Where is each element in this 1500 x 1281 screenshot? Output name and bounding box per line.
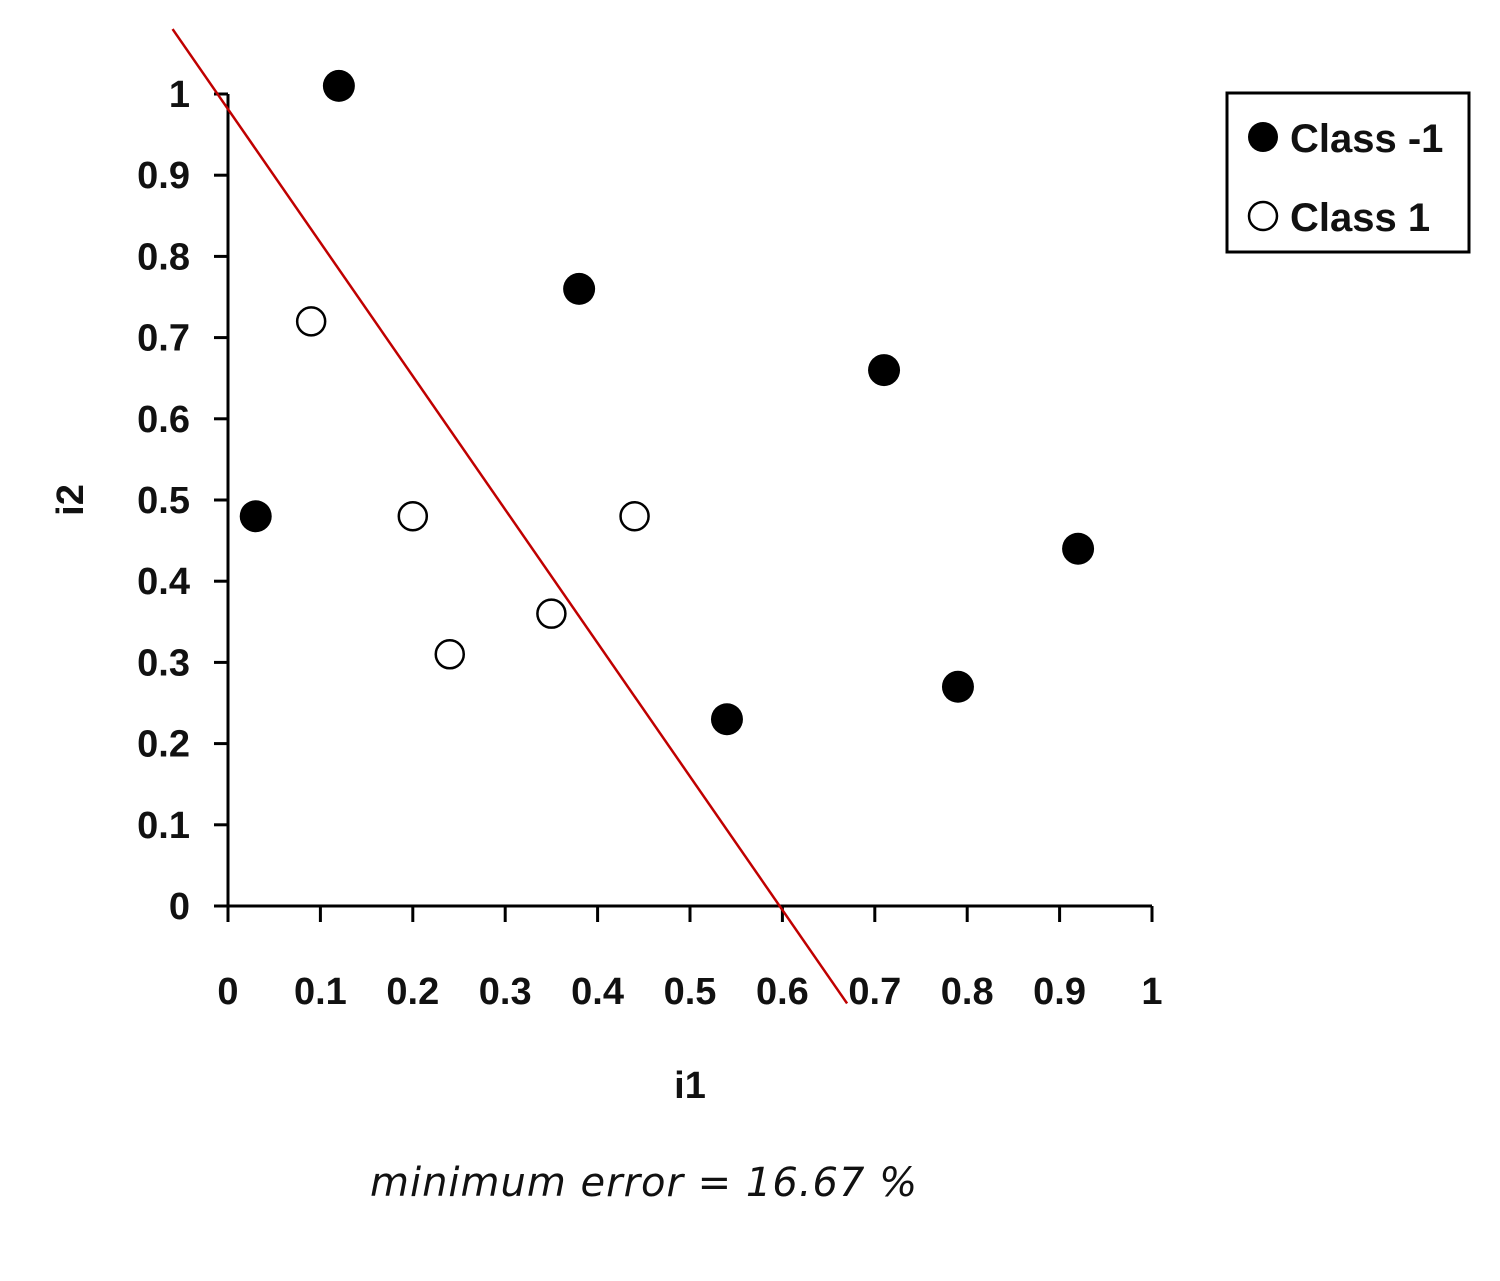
y-tick-label: 0.3 [137,642,190,684]
y-tick-label: 0.1 [137,805,190,847]
x-tick-label: 0.9 [1033,971,1086,1013]
x-tick-label: 0.1 [294,971,347,1013]
y-tick-label: 0.9 [137,155,190,197]
y-tick-label: 0.2 [137,724,190,766]
y-tick-label: 0.7 [137,318,190,360]
point-class-1 [536,598,567,629]
y-tick-label: 0.8 [137,236,190,278]
point-class-1 [295,306,327,337]
point-class-neg1 [710,703,743,736]
y-axis-title: i2 [50,484,92,516]
point-class-1 [434,639,466,670]
y-tick-label: 1 [169,74,190,116]
x-axis-title: i1 [674,1065,706,1107]
legend-label-class-1: Class 1 [1290,196,1430,240]
legend-label-class-neg1: Class -1 [1290,117,1443,161]
x-tick-label: 0.4 [571,971,624,1013]
plot-area: 0 0.1 0.2 0.3 0.4 0.5 0.6 0.7 0.8 0.9 1 0 0.1 0.2 0.3… [137,28,1163,1013]
legend-marker-class-neg1 [1248,122,1278,152]
y-tick-label: 0 [169,886,190,928]
y-tick-label: 0.4 [137,561,190,603]
point-class-1 [397,500,429,532]
x-tick-label: 0.8 [941,971,994,1013]
point-class-neg1 [868,354,901,387]
y-axis-ticks: 0 0.1 0.2 0.3 0.4 0.5 0.6 0.7 0.8 0.9 1 [137,74,228,928]
point-class-neg1 [941,670,974,703]
legend: Class -1 Class 1 [1225,91,1471,254]
decision-boundary-line [171,28,849,1005]
x-axis-ticks: 0 0.1 0.2 0.3 0.4 0.5 0.6 0.7 0.8 0.9 1 [217,906,1163,1013]
point-class-1 [619,500,650,532]
x-tick-label: 0 [217,971,238,1013]
x-tick-label: 0.5 [664,971,717,1013]
legend-marker-class-1 [1247,200,1279,232]
x-tick-label: 0.7 [848,971,901,1013]
point-class-neg1 [1062,532,1095,565]
minimum-error-annotation: minimum error = 16.67 % [370,1160,919,1206]
x-tick-label: 0.6 [756,971,809,1013]
point-class-neg1 [322,69,355,102]
data-points [239,69,1095,736]
x-tick-label: 1 [1141,971,1162,1013]
point-class-neg1 [563,272,596,305]
y-tick-label: 0.5 [137,480,190,522]
point-class-neg1 [239,500,272,533]
x-tick-label: 0.2 [386,971,439,1013]
x-tick-label: 0.3 [479,971,532,1013]
y-tick-label: 0.6 [137,399,190,441]
